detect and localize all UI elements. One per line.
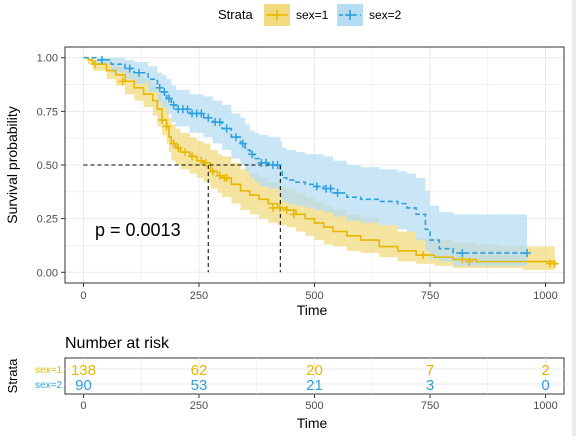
censor-mark [273, 161, 282, 169]
censor-mark [91, 60, 100, 69]
risk-count: 7 [426, 362, 434, 379]
censor-mark [183, 105, 192, 114]
censor-mark [169, 100, 178, 109]
censor-mark [419, 251, 428, 260]
censor-mark [164, 94, 173, 103]
risk-count: 3 [426, 377, 434, 394]
censor-mark [215, 171, 224, 180]
risk-x-tick-label: 500 [305, 400, 323, 412]
survival-curve-sex2 [83, 56, 528, 254]
censor-marks [91, 55, 559, 268]
p-value-label: p = 0.0013 [95, 220, 181, 240]
x-tick-label: 1000 [533, 290, 557, 302]
censor-mark [289, 210, 298, 219]
censor-mark [261, 158, 270, 167]
censor-mark [215, 118, 224, 127]
legend-title: Strata [218, 7, 253, 22]
censor-mark [204, 113, 213, 122]
censor-mark [125, 64, 134, 73]
risk-count: 62 [191, 362, 208, 379]
censor-mark [181, 148, 190, 157]
survival-axes: 0 250 500 750 1000 0.00 0.25 0.50 0.75 1.00 [37, 53, 558, 302]
censor-mark [208, 167, 217, 176]
risk-count: 138 [71, 362, 96, 379]
censor-mark [162, 122, 171, 131]
legend-label-sex2: sex=2 [369, 8, 402, 22]
risk-count: 20 [306, 362, 323, 379]
survival-curves [83, 56, 556, 264]
censor-mark [174, 143, 183, 152]
censor-mark [231, 133, 240, 142]
y-tick-label: 0.50 [37, 160, 58, 172]
risk-x-tick-label: 250 [190, 400, 208, 412]
x-tick-label: 500 [305, 290, 323, 302]
survival-curve-sex1 [83, 56, 556, 264]
risk-count: 0 [541, 377, 549, 394]
legend-label-sex1: sex=1 [296, 8, 329, 22]
risk-x-tick-label: 0 [80, 400, 86, 412]
y-tick-label: 0.75 [37, 106, 58, 118]
legend-item-sex1: sex=1 [264, 4, 329, 26]
censor-mark [160, 88, 169, 97]
censor-mark [97, 55, 106, 64]
censor-mark [333, 188, 342, 197]
risk-values: 138 62 20 7 2 90 53 21 3 0 [71, 362, 550, 394]
censor-mark [326, 184, 335, 193]
censor-mark [197, 156, 206, 165]
risk-table-xlabel: Time [297, 415, 328, 431]
risk-row-label: sex=2 [35, 380, 62, 391]
censor-mark [523, 248, 532, 257]
censor-mark [550, 259, 559, 268]
censor-mark [134, 68, 143, 77]
risk-count: 90 [75, 377, 92, 394]
y-tick-label: 0.25 [37, 214, 58, 226]
censor-mark [268, 203, 277, 212]
censor-mark [238, 139, 247, 148]
censor-mark [248, 150, 257, 159]
x-tick-label: 750 [421, 290, 439, 302]
risk-table-title: Number at risk [65, 335, 170, 352]
x-axis-label: Time [297, 302, 328, 318]
risk-count: 53 [191, 377, 208, 394]
window-edge [572, 0, 576, 436]
legend-item-sex2: sex=2 [337, 4, 402, 26]
censor-mark [275, 203, 284, 212]
risk-table-ylabel: Strata [5, 358, 20, 393]
survival-plot-panel: p = 0.0013 [64, 46, 565, 284]
risk-axes: sex=1 sex=2 0 250 500 750 1000 [35, 365, 558, 412]
risk-table: Number at risk 138 62 20 7 290 53 21 3 0 sex=1se… [5, 335, 565, 431]
censor-mark [458, 248, 467, 257]
y-tick-label: 0.00 [37, 267, 58, 279]
censor-mark [312, 182, 321, 191]
censor-mark [169, 139, 178, 148]
censor-mark [465, 257, 474, 266]
x-tick-label: 0 [80, 290, 86, 302]
median-lines [83, 164, 281, 273]
censor-mark [188, 152, 197, 161]
risk-count: 21 [306, 377, 323, 394]
risk-grid [65, 358, 564, 394]
risk-x-tick-label: 1000 [533, 400, 557, 412]
risk-count: 2 [541, 362, 549, 379]
censor-mark [201, 158, 210, 167]
y-axis-label: Survival probability [4, 106, 20, 224]
censor-mark [282, 206, 291, 215]
censor-mark [158, 115, 167, 124]
censor-mark [222, 124, 231, 133]
censor-mark [222, 173, 231, 182]
censor-mark [197, 109, 206, 118]
y-tick-label: 1.00 [37, 53, 58, 65]
censor-mark [118, 77, 127, 86]
risk-x-tick-label: 750 [421, 400, 439, 412]
legend: Strata sex=1 sex=2 [218, 4, 402, 26]
x-tick-label: 250 [190, 290, 208, 302]
risk-row-label: sex=1 [35, 365, 62, 376]
censor-mark [155, 83, 164, 92]
